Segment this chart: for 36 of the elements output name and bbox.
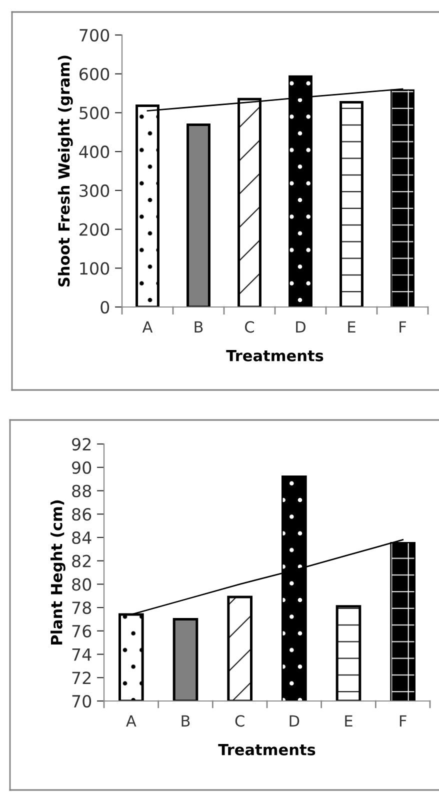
y-tick-label: 90 [72,461,92,474]
y-tick-label: 82 [72,554,91,568]
x-axis-title: Treatments [226,350,324,362]
y-tick-label: 86 [72,508,92,521]
x-tick-label: A [142,321,153,332]
x-axis-title: Treatments [218,744,316,756]
y-tick-label: 0 [100,300,110,314]
y-tick-label: 100 [80,262,110,275]
y-tick-label: 200 [80,223,110,236]
x-tick-label: F [400,715,406,726]
y-tick-label: 600 [80,68,110,80]
x-tick-label: E [345,715,352,726]
x-tick-label: D [296,321,306,332]
y-tick-label: 500 [80,106,110,120]
x-tick-label: E [348,321,356,332]
y-tick-label: 300 [80,184,110,197]
y-tick-label: 92 [72,438,91,451]
x-tick-label: D [290,715,300,726]
y-tick-label: 70 [72,694,92,708]
y-tick-label: 74 [72,648,92,661]
y-axis-title: Shoot Fresh Weight (gram) [58,56,73,286]
y-axis-title: Plant Heght (cm) [50,500,66,644]
y-tick-label: 700 [80,28,110,42]
y-tick-label: 84 [72,531,92,544]
x-tick-label: C [235,715,244,727]
x-tick-label: F [400,321,406,332]
x-tick-label: C [245,321,254,333]
x-tick-label: A [126,715,136,726]
y-tick-label: 80 [72,578,92,591]
y-tick-label: 76 [72,624,92,638]
x-tick-label: B [194,321,203,332]
y-tick-label: 72 [72,672,91,684]
x-tick-label: B [182,715,190,726]
y-tick-label: 88 [72,484,92,498]
y-tick-label: 78 [72,602,92,614]
y-tick-label: 400 [79,146,110,158]
